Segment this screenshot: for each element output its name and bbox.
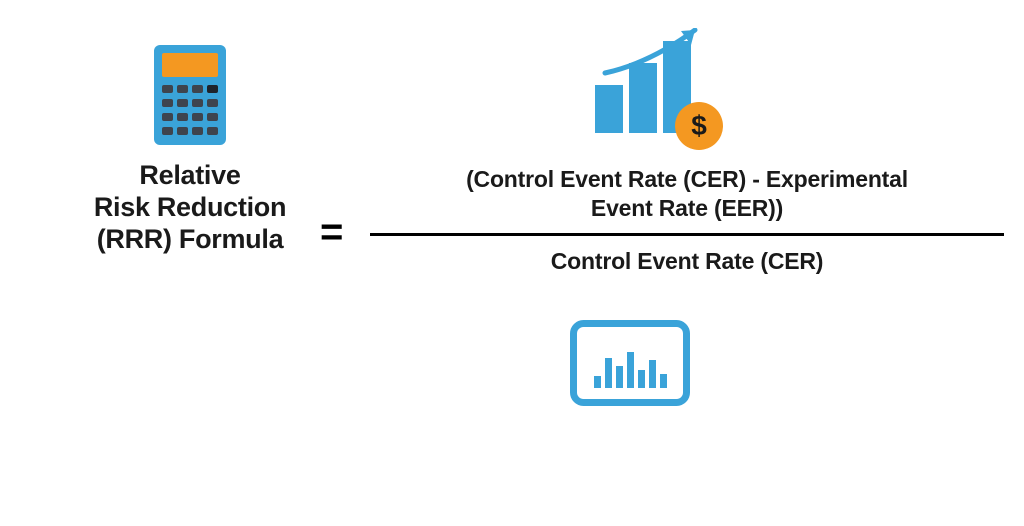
svg-text:$: $ bbox=[691, 110, 707, 141]
fraction: (Control Event Rate (CER) - Experimental… bbox=[370, 165, 1004, 275]
growth-chart-icon: $ bbox=[595, 28, 745, 163]
dashboard-icon bbox=[570, 320, 690, 411]
numerator: (Control Event Rate (CER) - Experimental… bbox=[370, 165, 1004, 223]
equals-sign: = bbox=[320, 210, 343, 255]
denominator: Control Event Rate (CER) bbox=[370, 246, 1004, 275]
title-line-1: Relative bbox=[139, 160, 240, 190]
left-block: Relative Risk Reduction (RRR) Formula bbox=[65, 45, 315, 256]
fraction-bar bbox=[370, 233, 1004, 236]
calculator-icon bbox=[65, 45, 315, 145]
title-line-3: (RRR) Formula bbox=[97, 224, 284, 254]
formula-title: Relative Risk Reduction (RRR) Formula bbox=[65, 160, 315, 256]
formula-diagram: Relative Risk Reduction (RRR) Formula = … bbox=[0, 0, 1024, 526]
title-line-2: Risk Reduction bbox=[94, 192, 286, 222]
numerator-line-1: (Control Event Rate (CER) - Experimental bbox=[466, 166, 908, 192]
numerator-line-2: Event Rate (EER)) bbox=[591, 195, 783, 221]
